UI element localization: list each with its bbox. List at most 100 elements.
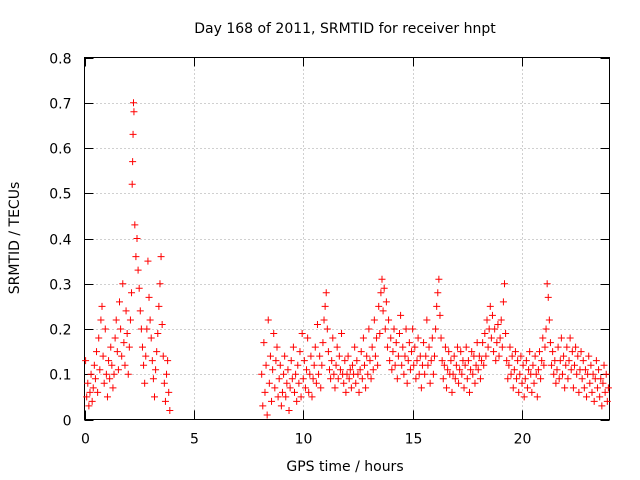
data-point	[311, 343, 319, 351]
data-point	[488, 311, 496, 319]
data-point	[323, 325, 331, 333]
data-point	[444, 366, 452, 374]
data-point	[289, 343, 297, 351]
data-point	[268, 397, 276, 405]
data-point	[146, 316, 154, 324]
data-point	[88, 397, 96, 405]
data-point	[108, 361, 116, 369]
data-point	[361, 361, 368, 369]
data-point	[131, 221, 139, 229]
data-point	[333, 343, 341, 351]
data-point	[161, 397, 169, 405]
data-point	[315, 370, 323, 378]
data-point	[284, 366, 292, 374]
data-point	[351, 343, 359, 351]
y-tick-label: 0.8	[49, 52, 71, 68]
data-point	[522, 357, 530, 365]
plot-frame	[84, 57, 610, 420]
data-point	[546, 339, 554, 347]
data-point	[510, 366, 518, 374]
data-point	[156, 280, 164, 288]
data-point	[138, 343, 146, 351]
data-point	[421, 370, 429, 378]
data-point	[475, 352, 483, 360]
data-point	[520, 393, 528, 401]
data-point	[496, 334, 504, 342]
data-point	[260, 339, 268, 347]
data-point	[531, 352, 539, 360]
data-point	[604, 384, 612, 392]
data-point	[464, 357, 472, 365]
data-point	[140, 361, 148, 369]
data-point	[353, 357, 361, 365]
data-point	[543, 280, 551, 288]
data-point	[388, 366, 396, 374]
data-point	[385, 316, 393, 324]
data-point	[358, 375, 366, 383]
data-point	[447, 357, 455, 365]
data-point	[128, 180, 136, 188]
y-tick-label: 0.3	[49, 278, 71, 294]
data-point	[142, 352, 150, 360]
data-point	[331, 384, 339, 392]
data-point	[435, 275, 443, 283]
data-point	[374, 361, 382, 369]
data-point	[147, 334, 155, 342]
data-point	[135, 284, 143, 292]
data-point	[574, 352, 582, 360]
data-point	[367, 375, 375, 383]
data-point	[102, 370, 110, 378]
data-point	[166, 406, 174, 414]
data-point	[411, 343, 419, 351]
data-point	[113, 348, 121, 356]
data-point	[308, 393, 316, 401]
data-point	[401, 352, 409, 360]
data-point	[281, 352, 289, 360]
data-point	[404, 357, 412, 365]
data-point	[580, 384, 588, 392]
data-point	[259, 402, 267, 410]
data-point	[111, 334, 119, 342]
data-point	[585, 352, 593, 360]
data-point	[432, 325, 440, 333]
data-point	[165, 388, 173, 396]
data-point	[509, 384, 517, 392]
data-point	[122, 307, 130, 315]
data-point	[596, 393, 604, 401]
data-point	[417, 384, 425, 392]
data-point	[498, 343, 506, 351]
data-point	[306, 370, 314, 378]
data-point	[517, 352, 525, 360]
data-point	[389, 348, 397, 356]
data-point	[292, 370, 300, 378]
data-point	[93, 348, 101, 356]
data-point	[516, 370, 524, 378]
data-point	[163, 370, 171, 378]
data-point	[530, 379, 538, 387]
data-point	[497, 316, 505, 324]
data-point	[397, 311, 405, 319]
data-point	[283, 379, 291, 387]
data-point	[549, 348, 557, 356]
data-point	[490, 348, 498, 356]
data-point	[463, 375, 471, 383]
data-point	[424, 361, 432, 369]
data-point	[601, 388, 609, 396]
data-point	[291, 388, 298, 396]
data-point	[507, 370, 515, 378]
data-point	[544, 293, 552, 301]
data-point	[116, 298, 123, 306]
data-point	[370, 316, 378, 324]
data-point	[471, 379, 479, 387]
data-point	[483, 316, 491, 324]
data-point	[533, 393, 541, 401]
data-point	[492, 357, 500, 365]
data-point	[451, 375, 459, 383]
data-point	[365, 325, 373, 333]
data-point	[380, 284, 388, 292]
data-point	[375, 302, 383, 310]
data-point	[303, 366, 311, 374]
data-points	[82, 99, 612, 419]
data-point	[110, 370, 118, 378]
